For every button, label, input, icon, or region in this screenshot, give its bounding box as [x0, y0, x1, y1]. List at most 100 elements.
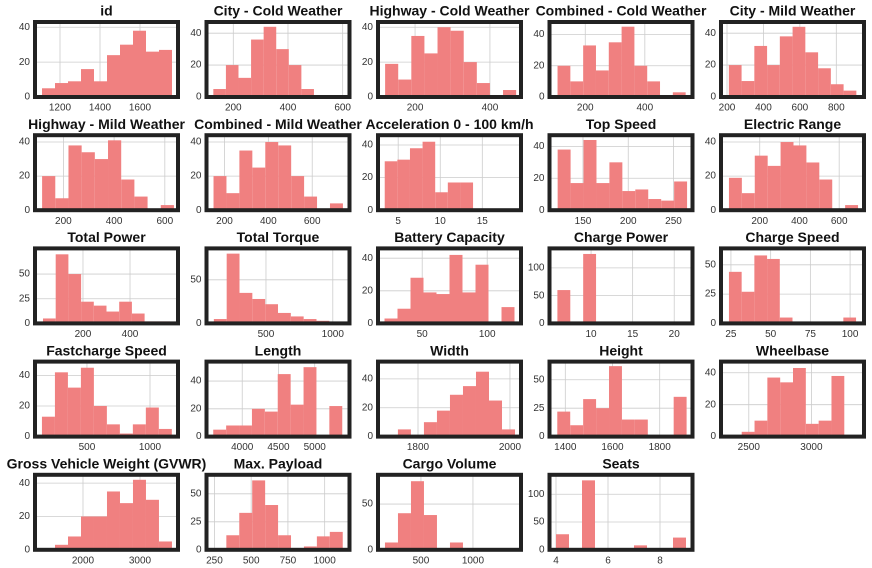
x-tick-label: 1600	[129, 103, 152, 114]
bar	[792, 26, 806, 98]
bar	[780, 382, 794, 437]
subplot-title: City - Mild Weather	[730, 3, 856, 19]
x-tick-label: 2000	[499, 442, 522, 453]
y-tick-label: 100	[528, 262, 545, 273]
subplot-title: Top Speed	[586, 116, 657, 132]
bar	[503, 90, 517, 97]
axes-frame	[204, 359, 352, 439]
subplot: Charge Speed 0 25 50 25 50 75 100	[705, 229, 866, 340]
subplot: Wheelbase 0 20 40 2500 3000	[705, 342, 866, 453]
bar	[449, 254, 463, 324]
bar	[55, 83, 68, 97]
bar	[265, 304, 278, 324]
bar	[301, 89, 314, 97]
subplot-title: Acceleration 0 - 100 km/h	[365, 116, 533, 132]
bar	[239, 150, 253, 211]
subplot: Seats 0 50 100 4 6 8	[528, 456, 695, 566]
bar	[264, 411, 278, 437]
x-tick-label: 200	[55, 216, 72, 227]
subplot-title: Wheelbase	[756, 342, 829, 358]
subplot: Width 0 20 40 1800 2000	[362, 342, 523, 453]
bar	[818, 68, 831, 97]
y-tick-label: 25	[19, 293, 31, 304]
axes-frame	[204, 472, 352, 552]
axes-frame	[204, 133, 352, 213]
subplot-title: Gross Vehicle Weight (GVWR)	[7, 456, 207, 472]
bar	[238, 77, 252, 97]
bar	[81, 69, 94, 97]
bar	[818, 420, 832, 437]
y-tick-label: 20	[705, 171, 717, 182]
axes-frame	[33, 20, 180, 99]
bar	[146, 51, 159, 97]
bar	[843, 90, 857, 97]
x-tick-label: 400	[755, 103, 772, 114]
bar	[767, 65, 780, 97]
bar	[290, 316, 304, 324]
bar	[435, 192, 448, 211]
bar	[767, 377, 781, 437]
x-tick-label: 3000	[800, 442, 823, 453]
x-tick-label: 200	[407, 103, 424, 114]
bar	[647, 81, 661, 97]
bar	[252, 167, 266, 211]
bar	[68, 81, 81, 97]
bar	[251, 39, 264, 97]
y-tick-label: 20	[362, 285, 374, 296]
subplot: Gross Vehicle Weight (GVWR) 0 20 40 2000 3000	[7, 456, 207, 567]
x-tick-label: 250	[665, 216, 682, 227]
bar	[213, 429, 227, 437]
bar	[410, 481, 424, 550]
bar	[449, 542, 463, 550]
bar	[132, 479, 146, 550]
bar	[263, 26, 277, 98]
bar	[385, 63, 399, 97]
bar	[329, 406, 343, 437]
bar	[226, 425, 240, 437]
bar	[93, 405, 107, 437]
bar	[845, 205, 859, 211]
y-tick-label: 20	[362, 57, 374, 68]
bar	[557, 149, 571, 211]
subplot: Battery Capacity 0 20 40 50 100	[362, 229, 523, 340]
axes-frame	[204, 246, 352, 326]
y-tick-label: 40	[19, 137, 31, 148]
y-tick-label: 25	[705, 289, 717, 300]
bar	[67, 387, 81, 437]
bar	[276, 49, 289, 97]
x-tick-label: 400	[791, 216, 808, 227]
bar	[621, 26, 635, 97]
x-tick-label: 1000	[322, 329, 345, 340]
y-tick-label: 20	[190, 60, 202, 71]
y-tick-label: 0	[24, 544, 30, 555]
bar	[754, 45, 768, 97]
bar	[805, 423, 819, 437]
bar	[134, 196, 148, 211]
y-tick-label: 40	[362, 22, 374, 33]
bar	[596, 183, 610, 211]
bar	[265, 142, 279, 211]
x-tick-label: 500	[413, 555, 430, 566]
bar	[583, 399, 597, 437]
bar	[609, 162, 623, 211]
subplot: Fastcharge Speed 0 20 40 500 1000	[19, 342, 180, 453]
bar	[609, 366, 622, 437]
x-tick-label: 50	[417, 329, 429, 340]
y-tick-label: 0	[539, 544, 545, 555]
x-tick-label: 1800	[407, 442, 430, 453]
subplot-title: Fastcharge Speed	[46, 342, 167, 358]
bar	[673, 396, 687, 437]
bar	[556, 534, 569, 550]
bar	[570, 183, 584, 211]
bar	[741, 193, 755, 211]
subplot-title: Combined - Mild Weather	[194, 116, 362, 132]
y-tick-label: 20	[533, 173, 545, 184]
axes-frame	[376, 133, 523, 213]
bar	[741, 291, 755, 324]
bar	[145, 407, 159, 437]
bar	[754, 155, 768, 211]
bar	[583, 139, 597, 211]
x-tick-label: 100	[842, 329, 859, 340]
axes-frame	[719, 246, 866, 326]
y-tick-label: 100	[528, 489, 545, 500]
